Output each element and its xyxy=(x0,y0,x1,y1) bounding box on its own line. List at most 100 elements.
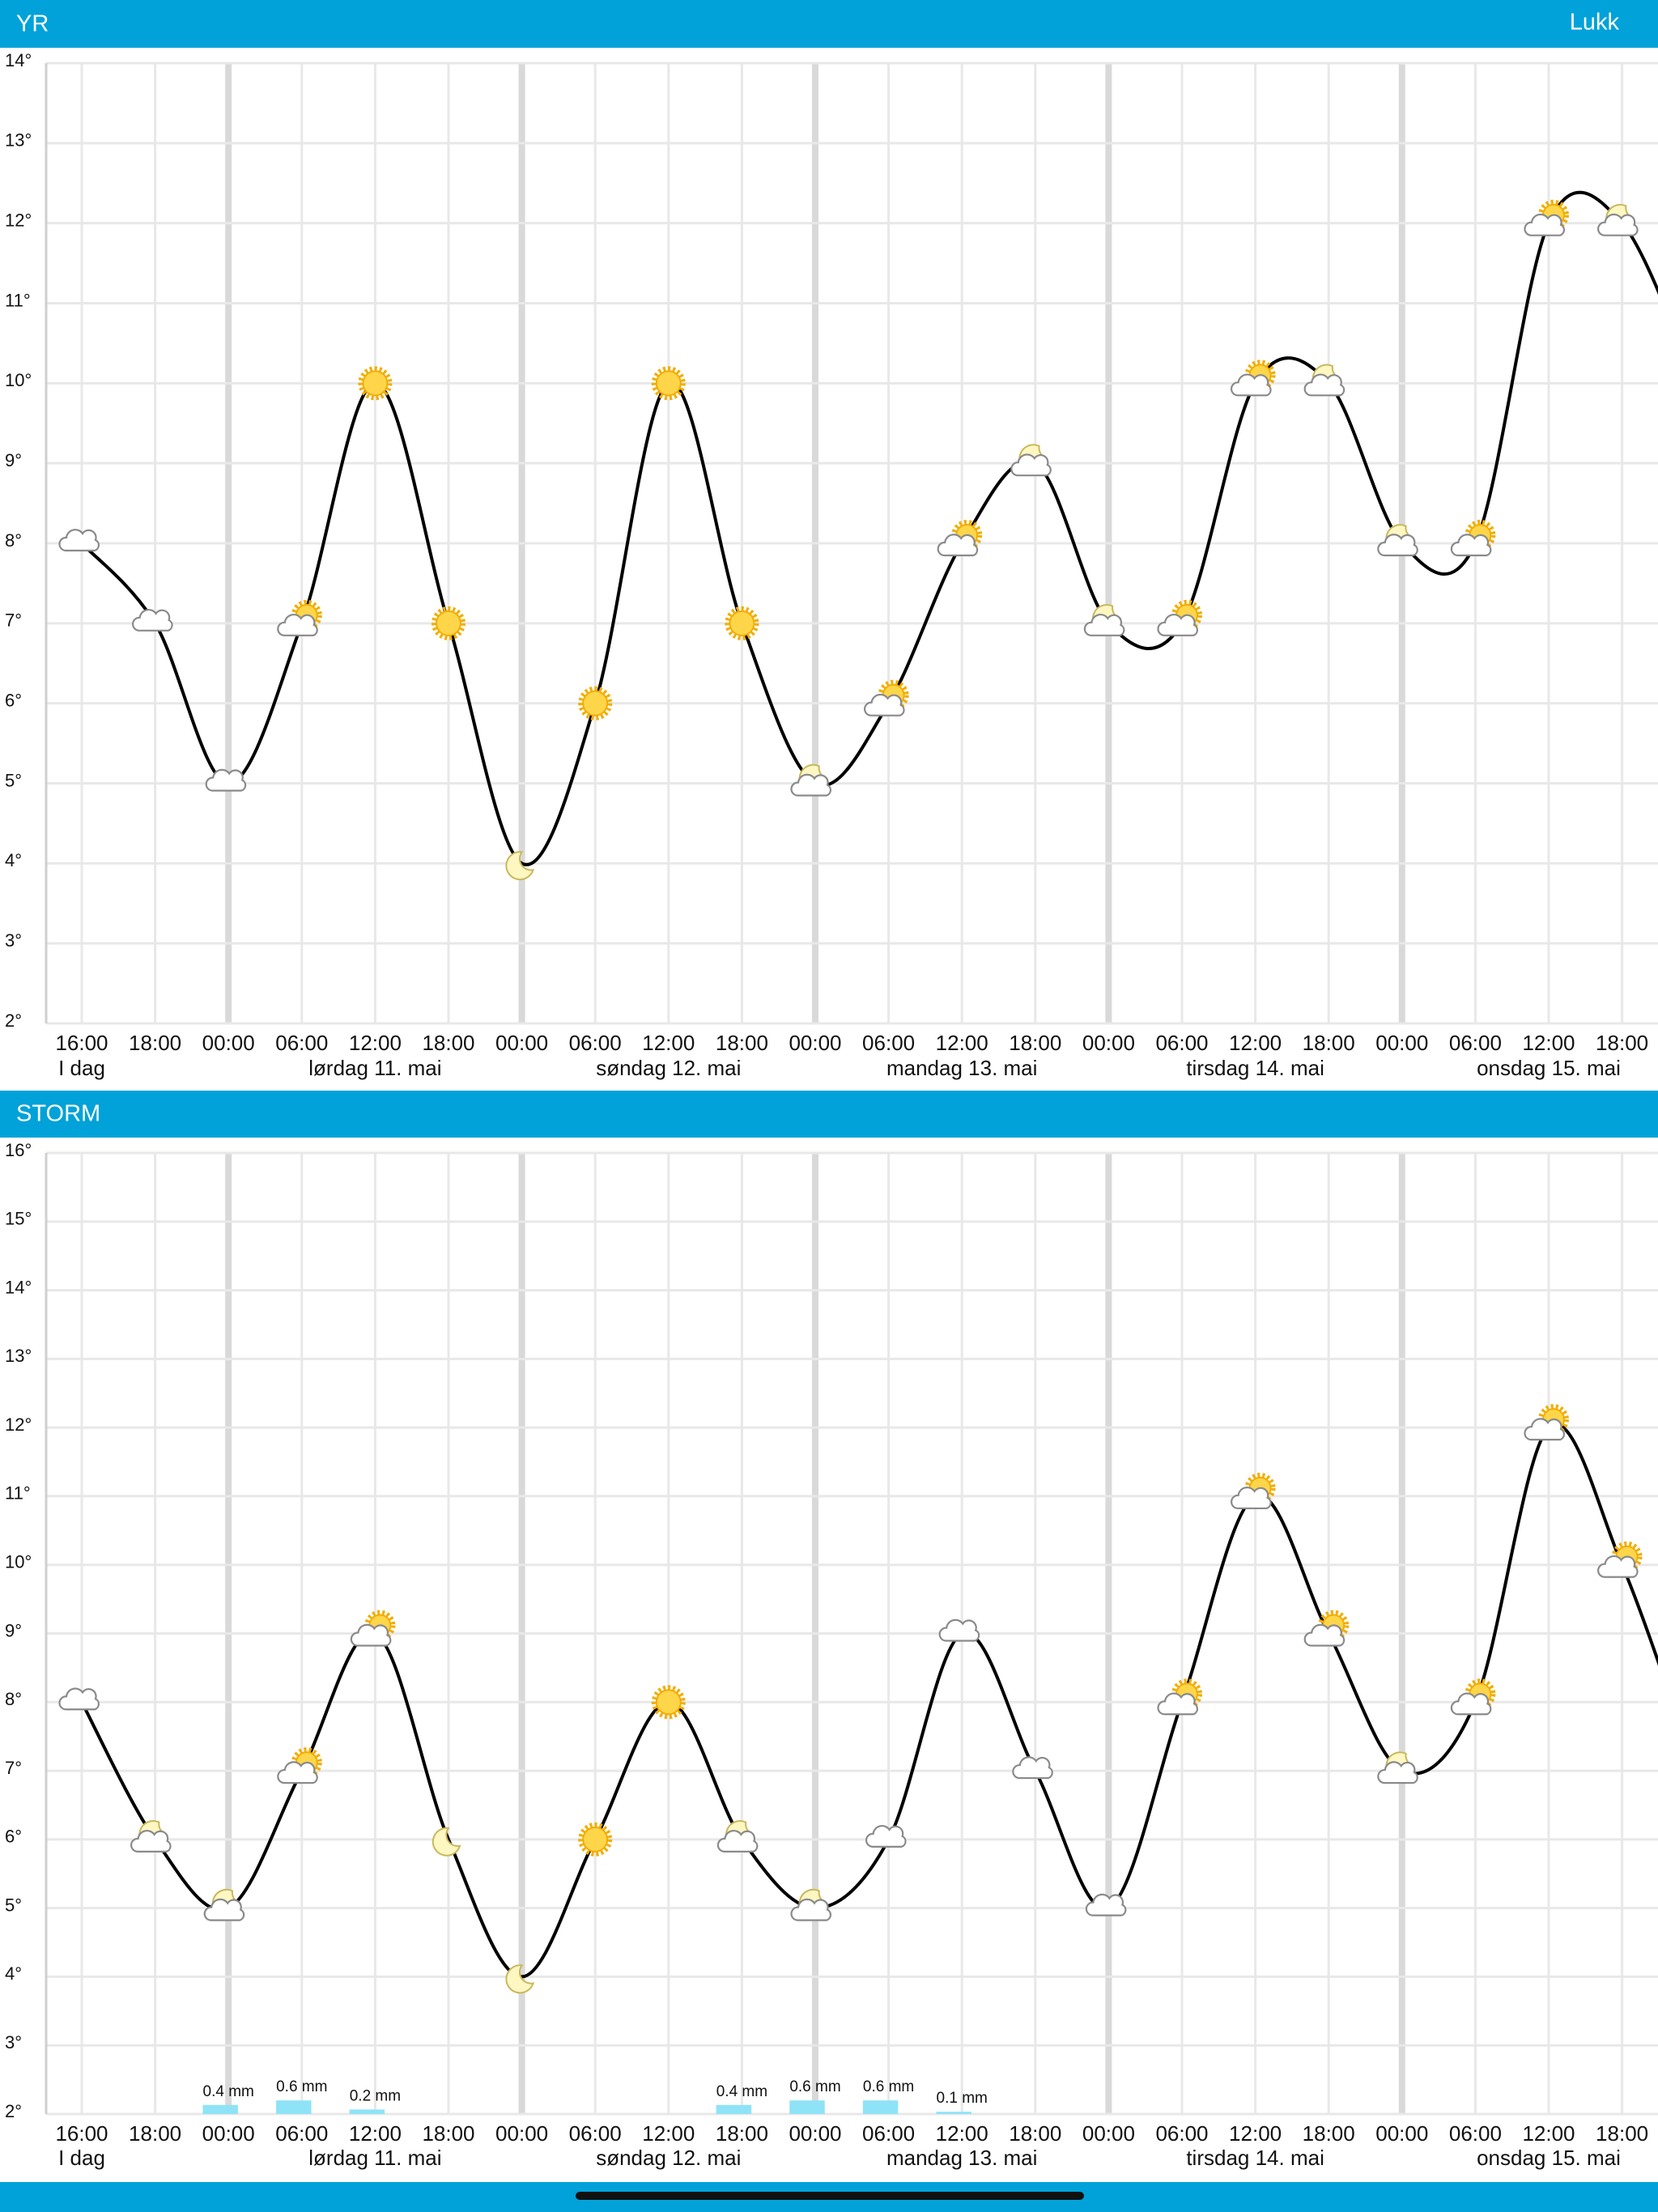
weather-icon xyxy=(203,1888,245,1921)
y-tick-label: 11° xyxy=(5,1483,31,1504)
cloud xyxy=(1377,1761,1418,1784)
x-tick-label: 06:00 xyxy=(862,2121,915,2146)
cloud xyxy=(1303,373,1346,397)
y-tick-label: 15° xyxy=(5,1209,32,1229)
y-tick-label: 3° xyxy=(5,2032,22,2052)
weather-icon xyxy=(1597,1541,1643,1578)
y-tick-label: 12° xyxy=(5,1414,32,1435)
x-tick-label: 18:00 xyxy=(129,2121,181,2146)
cloud xyxy=(130,1829,172,1853)
temperature-line xyxy=(80,190,1658,866)
cloud xyxy=(1157,1692,1199,1716)
x-tick-label: 18:00 xyxy=(422,2121,474,2146)
cloud xyxy=(716,1829,759,1853)
y-tick-label: 9° xyxy=(5,450,22,470)
cloud xyxy=(205,768,247,792)
section-bar xyxy=(0,1091,1658,1138)
cloud xyxy=(277,1761,318,1784)
weather-icon xyxy=(651,366,686,401)
weather-icon xyxy=(1524,1404,1569,1441)
x-tick-label: 16:00 xyxy=(55,2121,108,2146)
day-label: søndag 12. mai xyxy=(596,1056,741,1080)
y-tick-label: 4° xyxy=(5,850,22,870)
x-tick-label: 00:00 xyxy=(1375,2121,1428,2146)
sun-disc xyxy=(582,1826,609,1853)
y-tick-label: 14° xyxy=(5,1277,32,1297)
close-button[interactable]: Lukk xyxy=(1570,10,1620,36)
weather-icon xyxy=(1377,1751,1418,1784)
weather-icon xyxy=(937,520,983,557)
y-tick-label: 5° xyxy=(5,1895,22,1915)
cloud xyxy=(1010,453,1052,477)
cloud xyxy=(1012,1756,1053,1780)
x-tick-label: 12:00 xyxy=(1522,1031,1575,1055)
precipitation-label: 0.6 mm xyxy=(789,2078,840,2095)
cloud xyxy=(1083,613,1125,636)
cloud xyxy=(350,1623,392,1647)
x-tick-label: 18:00 xyxy=(716,2121,768,2146)
day-label: lørdag 11. mai xyxy=(308,2146,441,2170)
moon xyxy=(505,851,535,881)
y-tick-label: 11° xyxy=(5,290,31,310)
weather-icon xyxy=(578,1822,613,1857)
precipitation-label: 0.1 mm xyxy=(937,2090,988,2107)
x-tick-label: 16:00 xyxy=(55,1031,108,1055)
x-tick-label: 00:00 xyxy=(1082,2121,1135,2146)
sun-rays xyxy=(651,366,686,401)
weather-icon xyxy=(505,1964,535,1994)
day-label: mandag 13. mai xyxy=(886,2146,1037,2170)
cloud xyxy=(1231,373,1272,397)
x-tick-label: 00:00 xyxy=(789,1031,841,1055)
weather-icon xyxy=(1231,1472,1276,1510)
weather-icon xyxy=(205,768,247,792)
y-tick-label: 10° xyxy=(5,1552,32,1572)
weather-icon xyxy=(790,1888,832,1921)
weather-icon xyxy=(716,1820,759,1853)
sun-rays xyxy=(432,606,466,640)
x-tick-label: 06:00 xyxy=(1449,1031,1502,1055)
weather-icon xyxy=(358,366,393,401)
cloud xyxy=(937,534,979,557)
x-tick-label: 00:00 xyxy=(789,2121,841,2146)
y-tick-label: 13° xyxy=(5,130,32,151)
home-indicator xyxy=(576,2192,1084,2200)
y-tick-label: 14° xyxy=(5,50,32,70)
weather-icon xyxy=(1012,1756,1053,1780)
y-tick-label: 2° xyxy=(5,2101,22,2121)
weather-icon xyxy=(1231,359,1276,397)
cloud xyxy=(58,529,100,552)
precipitation-label: 0.4 mm xyxy=(716,2083,767,2100)
cloud xyxy=(277,613,318,636)
moon xyxy=(505,1964,535,1994)
y-tick-label: 3° xyxy=(5,930,22,951)
weather-icon xyxy=(1157,1678,1202,1716)
weather-icon xyxy=(130,1820,172,1853)
precipitation-bar xyxy=(276,2100,312,2114)
x-tick-label: 18:00 xyxy=(1596,2121,1648,2146)
sun-rays xyxy=(578,686,613,721)
weather-icon xyxy=(1450,520,1496,557)
weather-icon xyxy=(651,1685,686,1720)
cloud xyxy=(790,1898,832,1921)
x-tick-label: 06:00 xyxy=(275,1031,328,1055)
weather-icon xyxy=(1010,444,1052,477)
precipitation-bar xyxy=(349,2109,385,2114)
cloud xyxy=(58,1687,100,1711)
x-tick-label: 18:00 xyxy=(129,1031,181,1055)
precipitation-bar xyxy=(789,2100,825,2114)
x-tick-label: 06:00 xyxy=(569,1031,622,1055)
sun-rays xyxy=(578,1822,613,1857)
cloud xyxy=(864,693,905,717)
x-tick-label: 12:00 xyxy=(642,1031,695,1055)
sun-disc xyxy=(655,370,682,397)
x-tick-label: 06:00 xyxy=(569,2121,622,2146)
weather-icon xyxy=(1377,524,1418,557)
y-tick-label: 7° xyxy=(5,610,22,631)
x-tick-label: 18:00 xyxy=(1596,1031,1648,1055)
cloud xyxy=(1085,1893,1127,1916)
section-title: STORM xyxy=(16,1101,100,1127)
cloud xyxy=(1597,213,1639,236)
weather-icon xyxy=(505,851,535,881)
y-tick-label: 10° xyxy=(5,370,32,390)
